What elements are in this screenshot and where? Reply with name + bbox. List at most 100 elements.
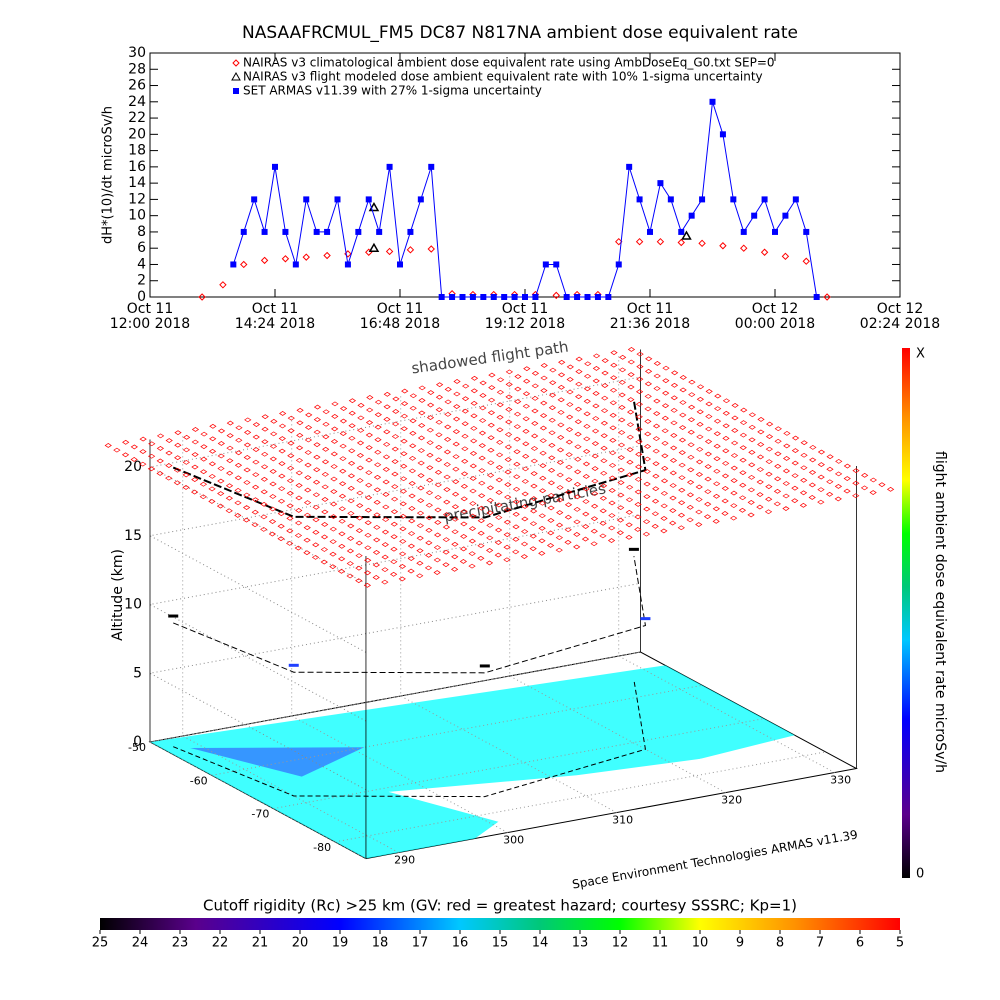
particle-marker (357, 427, 365, 433)
particle-marker (234, 512, 242, 518)
particle-marker (383, 404, 391, 410)
y-tick-label: 0 (137, 289, 146, 305)
particle-marker (130, 444, 138, 450)
data-point (282, 228, 289, 235)
z-tick-label: 20 (124, 459, 142, 475)
particle-marker (400, 451, 408, 457)
particle-marker (514, 399, 522, 405)
particle-marker (390, 496, 399, 502)
particle-marker (618, 367, 627, 373)
particle-marker (494, 552, 502, 558)
particle-marker (165, 438, 173, 443)
particle-marker (487, 460, 495, 466)
particle-marker (643, 444, 652, 449)
particle-marker (486, 497, 494, 503)
particle-marker (539, 450, 547, 456)
particle-marker (748, 449, 756, 455)
colorbar-tick-label: 24 (132, 936, 149, 951)
particle-marker (270, 418, 278, 424)
particle-marker (451, 491, 460, 497)
particle-marker (330, 501, 338, 507)
particle-marker (512, 511, 520, 517)
data-point (303, 196, 310, 203)
particle-marker (321, 484, 329, 490)
particle-marker (165, 475, 173, 481)
data-point (803, 228, 810, 235)
colorbar-title: Cutoff rigidity (Rc) >25 km (GV: red = g… (203, 897, 797, 915)
particle-marker (313, 454, 321, 460)
particle-marker (687, 429, 695, 435)
data-point (240, 228, 247, 235)
particle-marker (217, 491, 225, 496)
particle-marker (338, 518, 346, 524)
particle-marker (660, 478, 669, 484)
particle-marker (608, 513, 616, 518)
particle-marker (634, 476, 643, 482)
particle-marker (704, 476, 712, 482)
particle-marker (705, 401, 713, 407)
particle-marker (557, 409, 565, 415)
x-tick-label: Oct 12 02:24 2018 (859, 302, 941, 332)
particle-marker (582, 486, 590, 492)
particle-marker (487, 435, 495, 441)
data-point (368, 202, 380, 212)
particle-marker (208, 486, 216, 492)
particle-marker (557, 422, 565, 428)
data-point (532, 294, 539, 300)
particle-marker (460, 496, 468, 502)
particle-marker (260, 526, 268, 532)
particle-marker (322, 409, 330, 415)
particle-marker (686, 492, 695, 498)
particle-marker (747, 487, 756, 493)
particle-marker (601, 370, 609, 376)
particle-marker (574, 444, 582, 450)
particle-marker (190, 489, 199, 495)
data-point (397, 261, 403, 268)
colorbar-tick-label: 14 (532, 936, 549, 951)
particle-marker (217, 428, 226, 434)
particle-marker (549, 380, 557, 386)
particle-marker (287, 440, 295, 446)
particle-marker (504, 469, 512, 475)
particle-marker (626, 472, 634, 478)
data-point (657, 180, 664, 187)
particle-marker (235, 425, 243, 431)
colorbar-tick-label: 18 (372, 936, 389, 951)
particle-marker (557, 372, 566, 378)
particle-marker (670, 445, 678, 451)
particle-marker (608, 462, 617, 468)
particle-marker (442, 537, 450, 543)
particle-marker (469, 450, 478, 456)
particle-marker (348, 435, 356, 441)
particle-marker (364, 520, 372, 526)
particle-marker (347, 485, 355, 491)
particle-marker (363, 582, 372, 588)
particle-marker (523, 366, 531, 372)
particle-marker (531, 421, 539, 426)
particle-marker (652, 473, 660, 479)
particle-marker (418, 410, 426, 416)
particle-marker (645, 356, 653, 362)
x-tick-label-box: Oct 11 14:24 2018 (235, 302, 315, 332)
particle-marker (399, 488, 408, 494)
particle-marker (539, 438, 547, 444)
particle-marker (852, 468, 860, 474)
particle-marker (243, 455, 251, 460)
particle-marker (791, 498, 799, 504)
particle-marker (696, 421, 704, 427)
particle-marker (321, 522, 329, 527)
particle-marker (747, 474, 756, 480)
y-tick-label: 10 (128, 208, 146, 224)
particle-marker (662, 390, 670, 396)
particle-marker (713, 418, 722, 424)
particle-marker (260, 489, 268, 495)
particle-marker (468, 538, 476, 544)
particle-marker (338, 493, 347, 499)
particle-marker (826, 454, 834, 460)
particle-marker (303, 500, 312, 506)
particle-marker (808, 495, 816, 500)
particle-marker (556, 460, 565, 465)
particle-marker (660, 528, 668, 534)
particle-marker (729, 515, 738, 521)
particle-marker (477, 518, 485, 524)
